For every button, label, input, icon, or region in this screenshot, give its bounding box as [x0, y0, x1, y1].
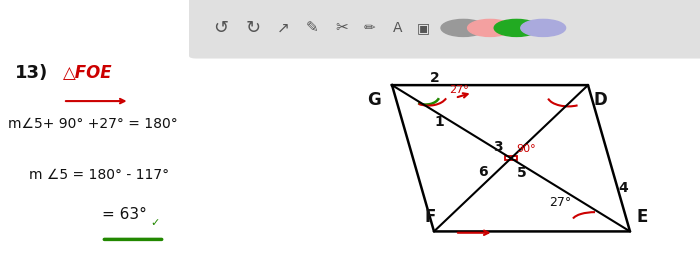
Text: ✓: ✓ [150, 218, 160, 228]
Text: 13): 13) [15, 64, 48, 82]
Text: = 63°: = 63° [102, 207, 146, 222]
Text: ↻: ↻ [246, 19, 261, 37]
Text: E: E [637, 208, 648, 226]
Circle shape [441, 19, 486, 36]
Text: D: D [594, 91, 608, 109]
FancyBboxPatch shape [189, 0, 700, 59]
Text: 90°: 90° [517, 144, 536, 154]
Text: m∠5+ 90° +27° = 180°: m∠5+ 90° +27° = 180° [8, 117, 178, 131]
Circle shape [521, 19, 566, 36]
Text: △FOE: △FOE [63, 64, 113, 82]
Text: 27°: 27° [549, 196, 571, 209]
Circle shape [468, 19, 512, 36]
Text: 27°: 27° [449, 85, 468, 95]
Text: ↗: ↗ [277, 20, 290, 35]
Text: 4: 4 [618, 181, 628, 195]
Bar [505, 156, 517, 160]
Text: 6: 6 [478, 165, 488, 178]
Text: ▣: ▣ [417, 21, 430, 35]
Text: 5: 5 [517, 166, 526, 180]
Text: m ∠5 = 180° - 117°: m ∠5 = 180° - 117° [29, 168, 169, 182]
Text: A: A [393, 21, 402, 35]
Text: F: F [425, 208, 436, 226]
Text: ✂: ✂ [335, 20, 348, 35]
Text: ↺: ↺ [213, 19, 228, 37]
Text: 3: 3 [494, 140, 503, 154]
Circle shape [494, 19, 539, 36]
Text: 1: 1 [434, 115, 444, 129]
Text: ✏: ✏ [364, 21, 375, 35]
Text: ✎: ✎ [306, 20, 318, 35]
Text: G: G [368, 91, 382, 109]
Text: 2: 2 [430, 72, 440, 85]
